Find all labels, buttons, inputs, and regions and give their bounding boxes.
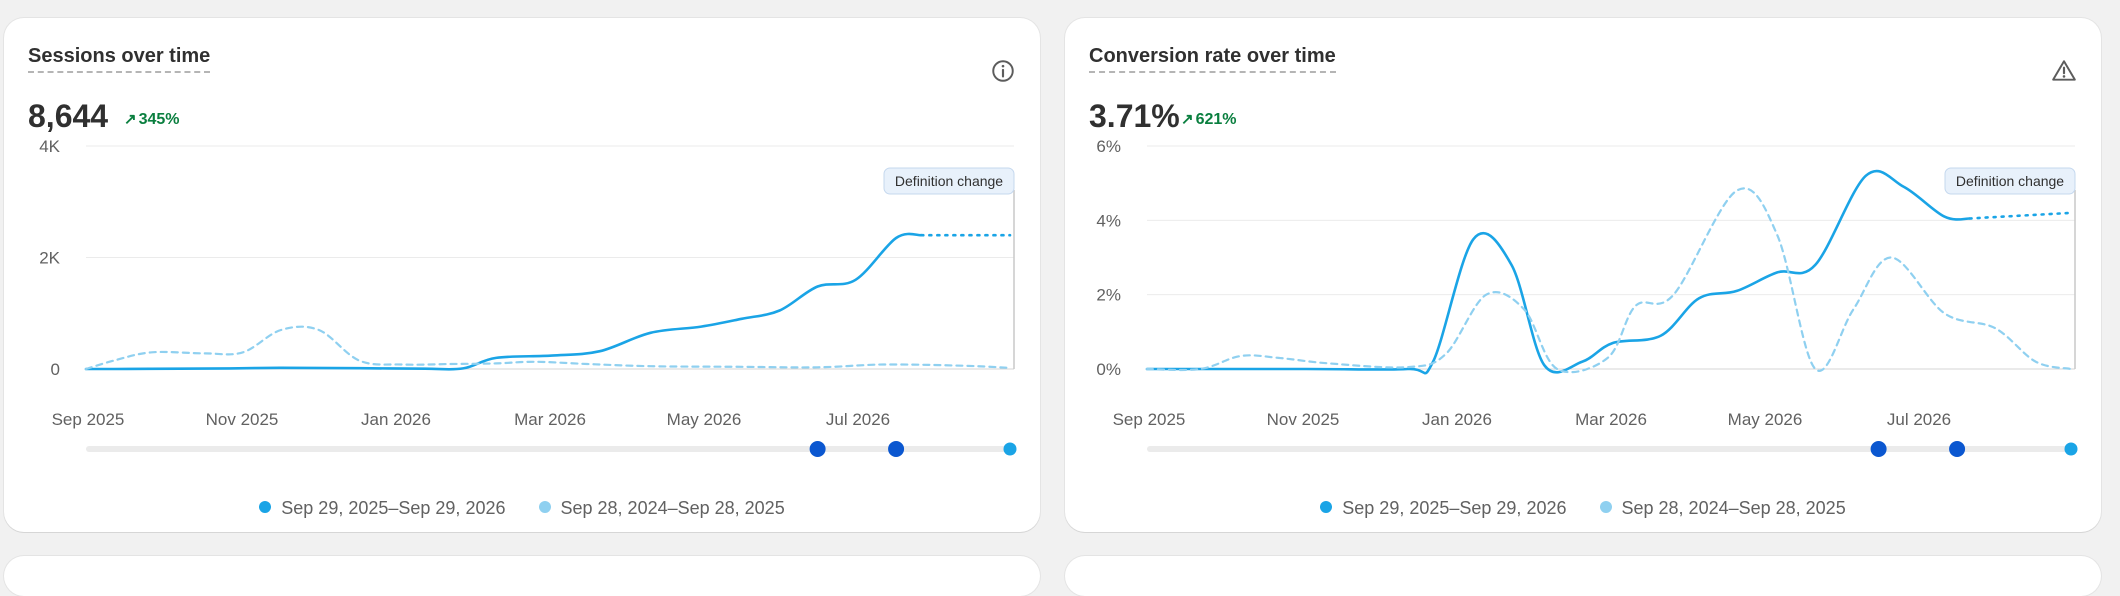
x-tick-label: Jan 2026: [361, 410, 431, 429]
series-line-previous: [84, 325, 1012, 371]
metric-change-value: 345%: [138, 111, 180, 128]
conversion-chart: 0% 2% 4% 6% Sep 2025 Nov 2025 Jan 2026 Mar 2026…: [1096, 137, 2078, 457]
series-line-projected: [1968, 211, 2073, 220]
legend-label: Sep 28, 2024–Sep 28, 2025: [560, 498, 785, 518]
legend-item-previous[interactable]: Sep 28, 2024–Sep 28, 2025: [1599, 498, 1846, 519]
series-line-previous: [1145, 187, 2073, 374]
chart-legend: Sep 29, 2025–Sep 29, 2026 Sep 28, 2024–S…: [1065, 498, 2101, 519]
legend-label: Sep 29, 2025–Sep 29, 2026: [281, 498, 506, 518]
badge-background: [1944, 167, 2076, 195]
y-tick-label: 4%: [1096, 211, 1121, 230]
range-slider-handle[interactable]: [1949, 441, 1966, 457]
x-tick-label: May 2026: [667, 410, 742, 429]
legend-dot-current: [1320, 501, 1333, 514]
badge-label: Definition change: [895, 173, 1003, 189]
next-card-left: [4, 556, 1040, 596]
metric-change: ↗ 621%: [1181, 110, 1237, 129]
y-tick-label: 2%: [1096, 286, 1121, 305]
series-line-current: [84, 232, 923, 371]
y-tick-label: 0%: [1096, 360, 1121, 379]
legend-dot-current: [259, 501, 272, 514]
badge-background: [883, 167, 1015, 195]
chart-legend: Sep 29, 2025–Sep 29, 2026 Sep 28, 2024–S…: [4, 498, 1040, 519]
range-slider-track[interactable]: [86, 446, 1014, 452]
x-tick-label: Jul 2026: [1887, 410, 1951, 429]
x-tick-label: Mar 2026: [514, 410, 586, 429]
legend-item-previous[interactable]: Sep 28, 2024–Sep 28, 2025: [538, 498, 785, 519]
range-slider-handle[interactable]: [809, 441, 826, 457]
arrow-up-right-icon: ↗: [124, 111, 137, 128]
card-title[interactable]: Conversion rate over time: [1089, 45, 1336, 73]
y-tick-label: 2K: [39, 249, 60, 268]
x-tick-label: Jul 2026: [826, 410, 890, 429]
range-slider-handle[interactable]: [2064, 442, 2078, 456]
metric-change: ↗ 345%: [124, 110, 180, 129]
x-tick-label: Nov 2025: [206, 410, 279, 429]
x-tick-label: Sep 2025: [1113, 410, 1186, 429]
sessions-chart: 0 2K 4K Sep 2025 Nov 2025 Jan 2026 Mar 2026 May…: [39, 137, 1017, 457]
metric-change-value: 621%: [1195, 111, 1237, 128]
definition-change-badge[interactable]: Definition change: [1944, 167, 2076, 195]
card-title[interactable]: Sessions over time: [28, 45, 211, 73]
series-line-current: [1145, 169, 1971, 375]
metric-value: 8,644: [28, 98, 109, 134]
range-slider-handle[interactable]: [1003, 442, 1017, 456]
arrow-up-right-icon: ↗: [1181, 111, 1194, 128]
metric-value: 3.71%: [1089, 98, 1180, 134]
alert-triangle-icon[interactable]: [2051, 58, 2077, 84]
legend-dot-previous: [538, 501, 551, 514]
x-tick-label: Mar 2026: [1575, 410, 1647, 429]
next-card-right: [1065, 556, 2101, 596]
y-tick-label: 4K: [39, 137, 60, 156]
x-tick-label: May 2026: [1728, 410, 1803, 429]
legend-item-current[interactable]: Sep 29, 2025–Sep 29, 2026: [259, 498, 505, 519]
x-tick-label: Jan 2026: [1422, 410, 1492, 429]
range-slider-track[interactable]: [1147, 446, 2075, 452]
y-tick-label: 6%: [1096, 137, 1121, 156]
legend-dot-previous: [1599, 501, 1612, 514]
y-tick-label: 0: [51, 360, 60, 379]
x-tick-label: Sep 2025: [52, 410, 125, 429]
x-tick-label: Nov 2025: [1267, 410, 1340, 429]
sessions-card: Sessions over time 8,644 ↗ 345% 0 2K 4K Sep …: [4, 18, 1040, 532]
info-icon[interactable]: [990, 58, 1016, 84]
legend-label: Sep 29, 2025–Sep 29, 2026: [1342, 498, 1567, 518]
conversion-card: Conversion rate over time 3.71% ↗ 621% 0%…: [1065, 18, 2101, 532]
range-slider-handle[interactable]: [1870, 441, 1887, 457]
badge-label: Definition change: [1956, 173, 2064, 189]
legend-label: Sep 28, 2024–Sep 28, 2025: [1621, 498, 1846, 518]
definition-change-badge[interactable]: Definition change: [883, 167, 1015, 195]
range-slider-handle[interactable]: [888, 441, 905, 457]
legend-item-current[interactable]: Sep 29, 2025–Sep 29, 2026: [1320, 498, 1566, 519]
